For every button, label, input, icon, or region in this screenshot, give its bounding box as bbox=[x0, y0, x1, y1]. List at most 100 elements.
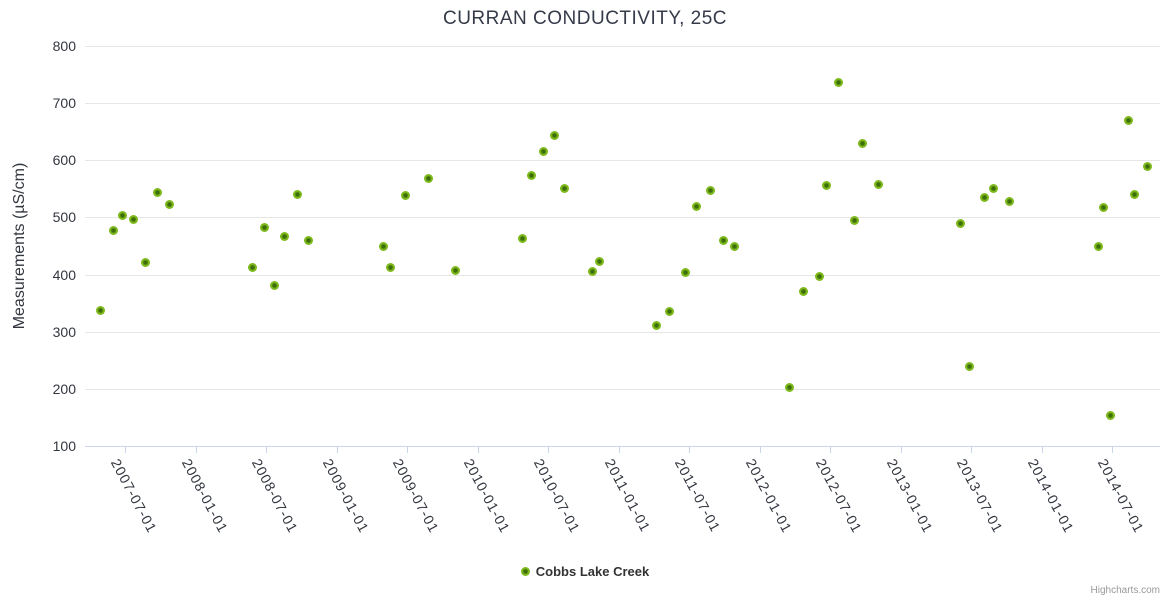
data-point[interactable] bbox=[785, 383, 795, 393]
data-point[interactable] bbox=[518, 233, 528, 243]
data-point[interactable] bbox=[799, 286, 809, 296]
data-point[interactable] bbox=[1106, 411, 1116, 421]
data-point[interactable] bbox=[858, 138, 867, 148]
x-axis-label: 2010-07-01 bbox=[530, 456, 584, 536]
data-point[interactable] bbox=[956, 219, 966, 229]
data-point[interactable] bbox=[526, 170, 536, 180]
data-point[interactable] bbox=[450, 265, 460, 275]
gridline bbox=[85, 103, 1160, 105]
y-axis-label: 800 bbox=[52, 38, 76, 54]
data-point[interactable] bbox=[560, 184, 570, 194]
data-point[interactable] bbox=[874, 180, 884, 190]
data-point[interactable] bbox=[117, 211, 127, 221]
data-point[interactable] bbox=[259, 223, 269, 233]
data-point[interactable] bbox=[1098, 202, 1108, 212]
data-point[interactable] bbox=[1005, 196, 1015, 206]
x-axis-label: 2013-07-01 bbox=[953, 456, 1007, 536]
data-point[interactable] bbox=[719, 235, 729, 245]
x-axis-label: 2008-07-01 bbox=[249, 456, 302, 536]
x-axis-tick bbox=[337, 447, 339, 453]
gridline bbox=[85, 274, 1160, 276]
gridline bbox=[85, 160, 1160, 162]
data-point[interactable] bbox=[692, 202, 702, 212]
x-axis-tick bbox=[619, 447, 621, 453]
x-axis-label: 2014-01-01 bbox=[1024, 456, 1078, 536]
x-axis-tick bbox=[478, 447, 480, 453]
data-point[interactable] bbox=[815, 271, 825, 281]
data-point[interactable] bbox=[834, 77, 844, 87]
highcharts-credits-link[interactable]: Highcharts.com bbox=[1090, 585, 1160, 596]
data-point[interactable] bbox=[539, 146, 549, 156]
data-point[interactable] bbox=[1093, 242, 1103, 252]
x-axis-tick bbox=[407, 447, 409, 453]
data-point[interactable] bbox=[1130, 190, 1140, 200]
y-axis-title: Measurements (µS/cm) bbox=[11, 162, 28, 330]
x-axis-line bbox=[85, 446, 1160, 447]
data-point[interactable] bbox=[248, 262, 258, 272]
data-point[interactable] bbox=[1142, 162, 1152, 172]
data-point[interactable] bbox=[989, 184, 999, 194]
data-point[interactable] bbox=[423, 173, 433, 183]
data-point[interactable] bbox=[165, 200, 175, 210]
x-axis-tick bbox=[970, 447, 972, 453]
x-axis-label: 2011-01-01 bbox=[601, 456, 654, 535]
x-axis-label: 2012-01-01 bbox=[742, 456, 796, 536]
data-point[interactable] bbox=[850, 215, 860, 225]
y-axis-label: 700 bbox=[52, 95, 76, 112]
x-axis-tick bbox=[830, 447, 832, 453]
legend-item-cobbs-lake-creek[interactable]: Cobbs Lake Creek bbox=[520, 564, 650, 579]
data-point[interactable] bbox=[665, 306, 675, 316]
y-axis-label: 200 bbox=[52, 380, 76, 397]
chart-title: CURRAN CONDUCTIVITY, 25C bbox=[442, 8, 728, 29]
data-point[interactable] bbox=[303, 236, 313, 246]
data-point[interactable] bbox=[293, 189, 303, 199]
data-point[interactable] bbox=[95, 306, 105, 316]
gridline bbox=[85, 46, 1160, 47]
data-point[interactable] bbox=[965, 361, 975, 371]
gridline bbox=[85, 388, 1160, 390]
x-axis-tick bbox=[125, 447, 127, 453]
x-axis-label: 2010-01-01 bbox=[461, 456, 514, 536]
data-point[interactable] bbox=[730, 242, 740, 252]
legend-label: Cobbs Lake Creek bbox=[535, 564, 650, 579]
data-point[interactable] bbox=[109, 226, 119, 236]
x-axis-label: 2011-07-01 bbox=[671, 456, 724, 535]
data-point[interactable] bbox=[822, 180, 832, 190]
data-point[interactable] bbox=[141, 257, 151, 267]
y-axis-label: 300 bbox=[52, 323, 76, 340]
data-point[interactable] bbox=[1123, 116, 1133, 126]
data-point[interactable] bbox=[280, 231, 290, 241]
data-point[interactable] bbox=[128, 215, 138, 225]
data-point[interactable] bbox=[550, 131, 560, 141]
data-point[interactable] bbox=[681, 267, 691, 277]
data-point[interactable] bbox=[587, 267, 597, 277]
x-axis-label: 2008-01-01 bbox=[178, 456, 232, 536]
gridline bbox=[85, 331, 1160, 333]
y-axis-label: 100 bbox=[52, 438, 76, 454]
x-axis-tick bbox=[1111, 447, 1113, 453]
x-axis-tick bbox=[901, 447, 903, 453]
data-point[interactable] bbox=[378, 242, 388, 252]
x-axis-label: 2009-01-01 bbox=[320, 456, 373, 536]
x-axis-label: 2012-07-01 bbox=[812, 456, 866, 536]
x-axis-tick bbox=[266, 447, 268, 453]
data-point[interactable] bbox=[980, 192, 990, 202]
y-axis-label: 400 bbox=[52, 266, 76, 283]
data-point[interactable] bbox=[595, 256, 605, 266]
data-point[interactable] bbox=[386, 263, 396, 273]
data-point[interactable] bbox=[153, 188, 163, 198]
data-point[interactable] bbox=[270, 280, 280, 290]
x-axis-label: 2007-07-01 bbox=[107, 456, 161, 536]
y-axis-label: 500 bbox=[52, 209, 76, 226]
y-axis-label: 600 bbox=[52, 152, 76, 169]
gridline bbox=[85, 217, 1160, 219]
data-point[interactable] bbox=[652, 320, 662, 330]
x-axis-tick bbox=[196, 447, 198, 453]
x-axis-label: 2013-01-01 bbox=[883, 456, 937, 536]
data-point[interactable] bbox=[400, 191, 410, 201]
x-axis-label: 2009-07-01 bbox=[390, 456, 443, 536]
data-point[interactable] bbox=[706, 185, 716, 195]
legend: Cobbs Lake Creek bbox=[0, 563, 1170, 581]
x-axis-label: 2014-07-01 bbox=[1094, 456, 1148, 536]
